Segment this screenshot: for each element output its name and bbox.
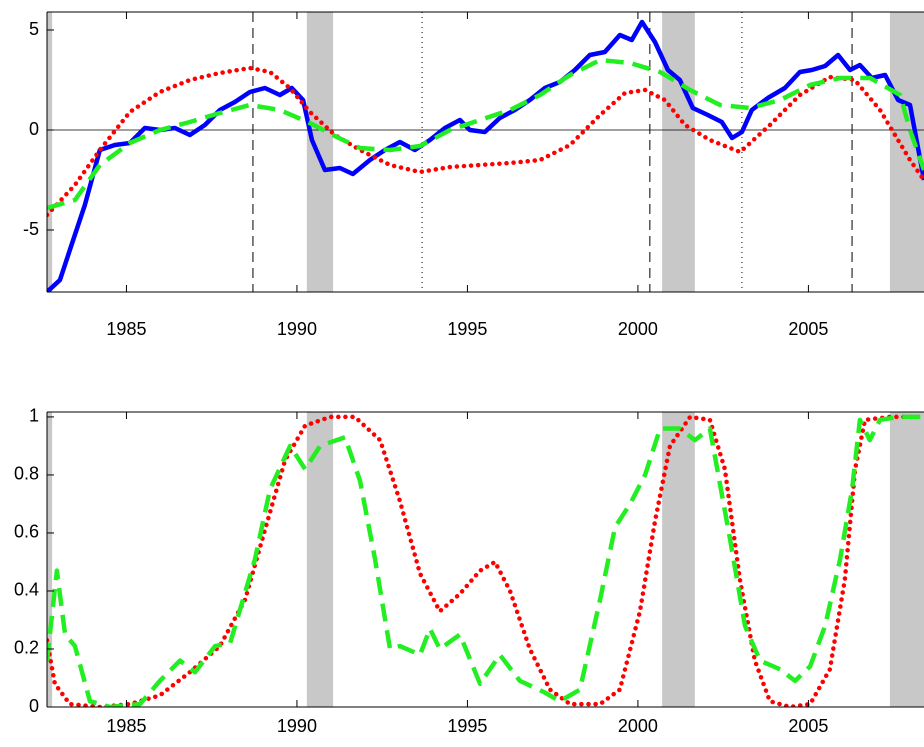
y-tick-label: 0.8 [14, 464, 39, 484]
y-tick-label: 0 [29, 696, 39, 716]
series-line [47, 19, 924, 292]
series-line [47, 65, 924, 218]
x-tick-label: 1990 [277, 319, 317, 339]
x-tick-label: 2000 [618, 716, 658, 736]
x-tick-label: 1990 [277, 716, 317, 736]
plot-area [47, 12, 924, 292]
recession-band [306, 412, 334, 707]
plot-area [47, 412, 924, 707]
recession-band [47, 412, 53, 707]
recession-band [662, 12, 695, 292]
series-line [47, 414, 924, 707]
y-tick-label: 0 [29, 119, 39, 139]
recession-band [889, 412, 924, 707]
series-line [47, 414, 924, 707]
y-tick-label: 0.4 [14, 580, 39, 600]
x-tick-label: 1985 [106, 716, 146, 736]
y-tick-label: 5 [29, 19, 39, 39]
x-tick-label: 2005 [788, 319, 828, 339]
x-tick-label: 1995 [447, 716, 487, 736]
recession-band [306, 12, 334, 292]
x-tick-label: 2000 [618, 319, 658, 339]
y-tick-label: 0.6 [14, 522, 39, 542]
x-tick-label: 1995 [447, 319, 487, 339]
y-tick-label: 1 [29, 406, 39, 426]
recession-band [47, 12, 53, 292]
series-line [47, 57, 924, 211]
x-tick-label: 1985 [106, 319, 146, 339]
recession-band [662, 412, 695, 707]
y-tick-label: 0.2 [14, 638, 39, 658]
y-tick-label: -5 [23, 219, 39, 239]
x-tick-label: 2005 [788, 716, 828, 736]
